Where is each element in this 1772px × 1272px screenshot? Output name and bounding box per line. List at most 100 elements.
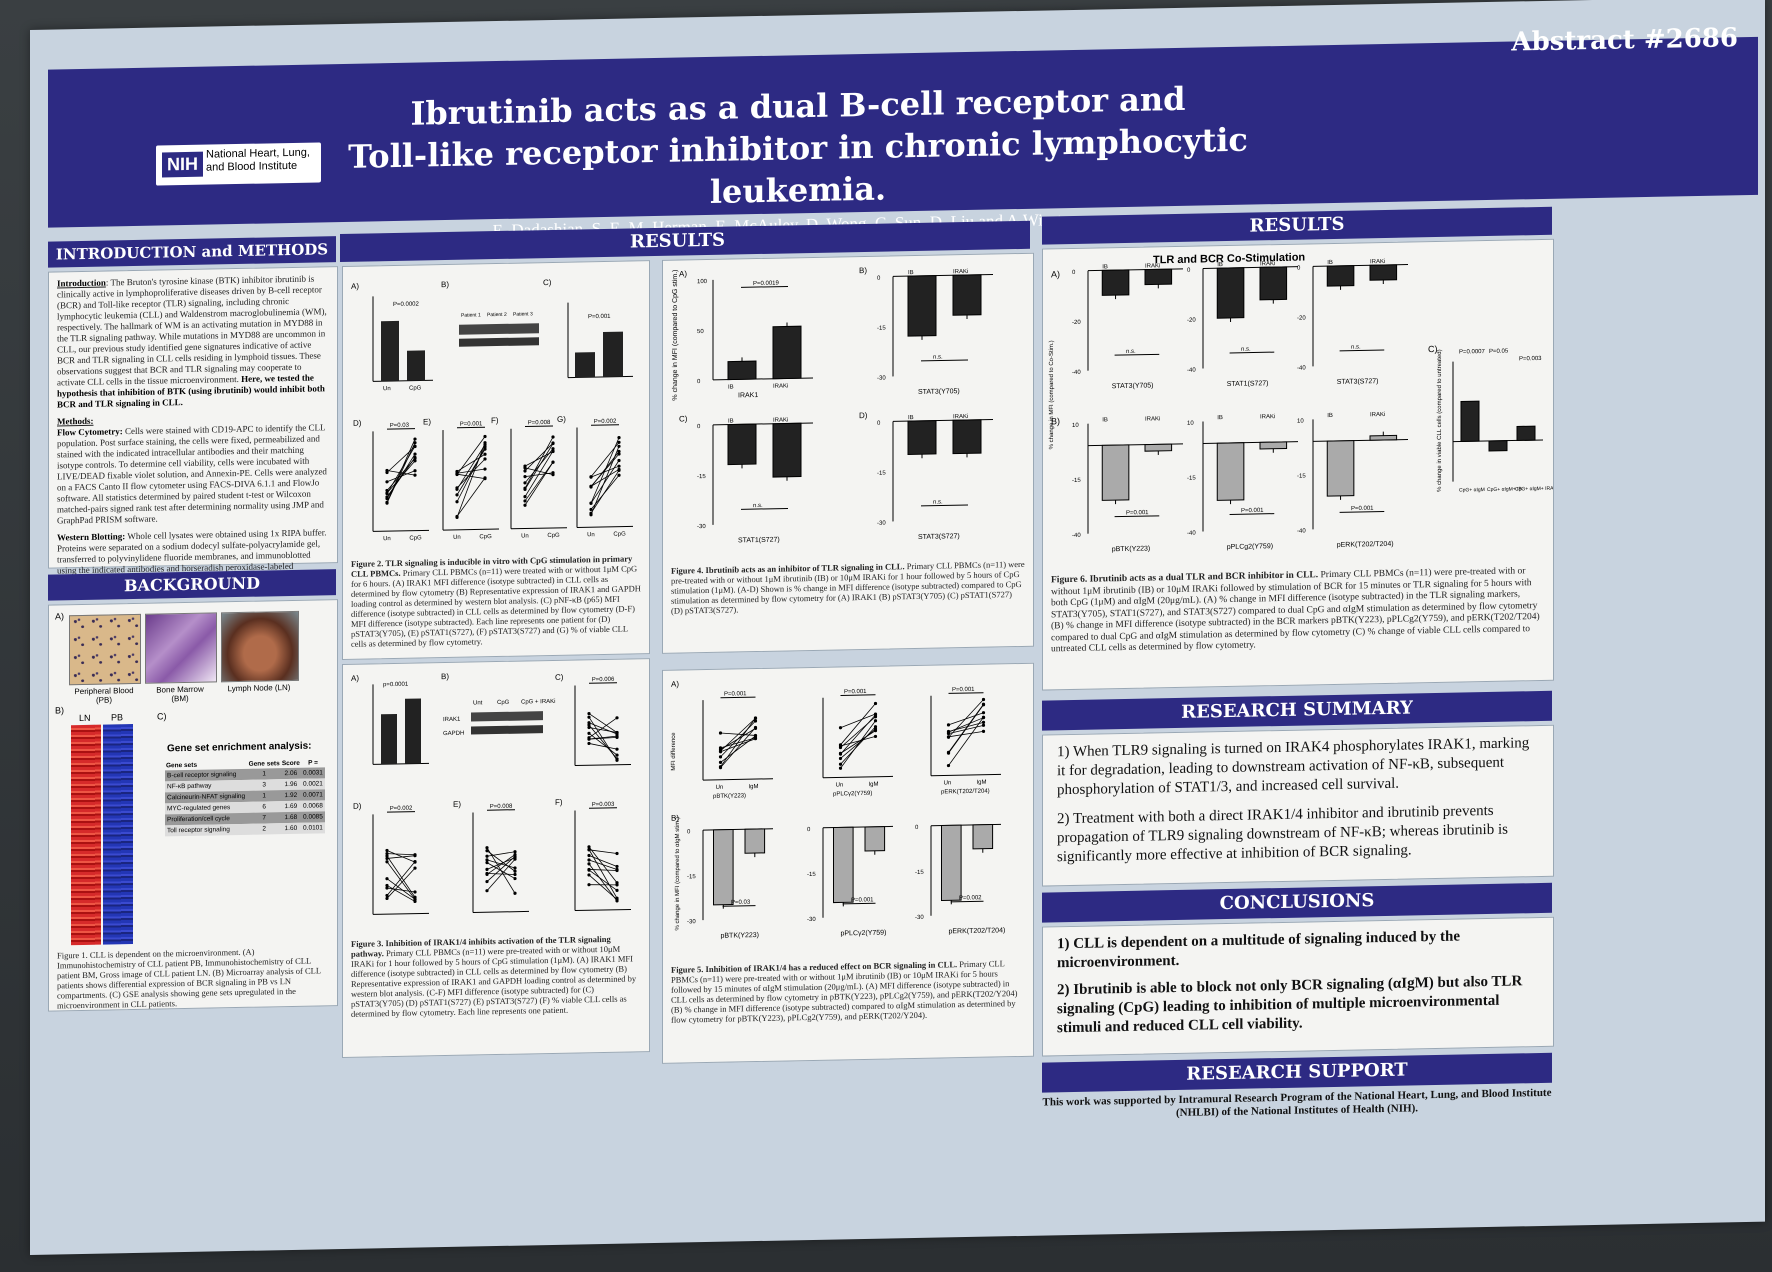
- axis-x: [575, 908, 631, 912]
- patient-line: [486, 873, 516, 875]
- patient-line: [720, 727, 756, 768]
- data-point: [946, 732, 951, 736]
- p-value: P=0.001: [460, 421, 483, 427]
- summary-panel: 1) When TLR9 signaling is turned on IRAK…: [1042, 724, 1554, 887]
- data-point: [413, 890, 417, 894]
- data-point: [523, 469, 527, 473]
- fig6-panel: TLR and BCR Co-Stimulation A) -40 -20 0 IB IRA…: [1042, 238, 1558, 691]
- bar: [1101, 444, 1130, 501]
- data-point: [615, 868, 619, 873]
- data-point: [523, 475, 527, 479]
- patient-line: [948, 724, 984, 734]
- data-point: [617, 473, 621, 477]
- patient-line: [588, 733, 618, 756]
- data-point: [483, 443, 487, 447]
- data-point: [873, 725, 878, 729]
- data-point: [551, 460, 555, 464]
- patient-line: [720, 732, 756, 736]
- p-value: P=0.0002: [393, 302, 420, 309]
- y-tick: -15: [915, 870, 924, 876]
- gsea-header: P =: [308, 759, 318, 767]
- x-tick: Un: [944, 780, 952, 786]
- gsea-cell: 1.60: [284, 824, 298, 833]
- patient-line: [524, 442, 554, 472]
- data-point: [587, 883, 591, 887]
- patient-line: [840, 720, 876, 769]
- intro-panel: Introduction: The Bruton's tyrosine kina…: [48, 266, 338, 597]
- data-point: [523, 503, 527, 507]
- patient-line: [588, 869, 618, 891]
- data-point: [413, 441, 417, 445]
- patient-line: [524, 450, 554, 497]
- gsea-cell: 0.0031: [303, 769, 323, 777]
- panel-label: B): [671, 814, 679, 823]
- y-axis-label: % change in MFI (compared to αIgM stim.): [675, 817, 681, 931]
- patient-line: [840, 716, 876, 748]
- patient-line: [590, 451, 620, 488]
- fig4-graphics: 0 50 100 A) IB IRAKi IRAK1 P=0.0019 -30 -15 0 B) IB I…: [672, 266, 993, 544]
- p-value: P=0.001: [851, 897, 874, 903]
- patient-line: [386, 438, 416, 503]
- x-tick: IRAKi: [773, 383, 788, 389]
- significance-bar: [591, 424, 619, 426]
- bar: [713, 828, 734, 906]
- p-value: p=0.0001: [383, 682, 409, 688]
- panel-label: C): [679, 414, 688, 423]
- significance-bar: [525, 425, 553, 427]
- significance-bar: [457, 426, 485, 429]
- panel-label: D): [859, 411, 868, 420]
- p-value: P=0.001: [588, 314, 611, 320]
- gsea-cell: 0.0071: [303, 791, 323, 799]
- conclusions-panel: 1) CLL is dependent on a multitude of si…: [1042, 916, 1554, 1057]
- conclusion-item-1: 1) CLL is dependent on a multitude of si…: [1057, 928, 1461, 972]
- x-tick: Un: [383, 386, 391, 392]
- patient-line: [386, 855, 416, 898]
- data-point: [753, 716, 758, 720]
- background-heading: BACKGROUND: [48, 569, 336, 601]
- panel-label: A): [1051, 269, 1060, 279]
- y-axis-label: % change in MFI (compared to CpG stim.): [672, 269, 679, 400]
- data-point: [385, 495, 389, 499]
- patient-line: [840, 703, 876, 746]
- x-tick: IRAKi: [1260, 414, 1275, 420]
- data-point: [485, 889, 489, 893]
- img-label-bm: Bone Marrow (BM): [156, 684, 204, 704]
- img-label-ln: Lymph Node (LN): [227, 682, 291, 694]
- data-point: [587, 853, 591, 858]
- data-point: [523, 481, 527, 485]
- data-point: [587, 858, 591, 862]
- data-point: [753, 726, 758, 730]
- x-tick: IB: [1102, 417, 1108, 423]
- significance-bar: [387, 428, 415, 430]
- patient-line: [386, 887, 416, 893]
- patient-line: [456, 448, 486, 496]
- results-heading-1-text: RESULTS: [630, 229, 725, 253]
- panel-label: B): [859, 266, 867, 275]
- gsea-cell: 3: [262, 781, 266, 789]
- patient-line: [386, 885, 416, 902]
- x-tick: CpG: [547, 533, 560, 539]
- significance-bar: [741, 507, 788, 510]
- institute-name: National Heart, Lung, and Blood Institut…: [206, 147, 316, 175]
- y-tick: -40: [1072, 370, 1081, 376]
- data-point: [385, 883, 389, 888]
- fig3-caption-body: Primary CLL PBMCs (n=11) were pre-treate…: [351, 943, 637, 1019]
- x-tick: IB: [1102, 264, 1108, 270]
- data-point: [873, 715, 878, 719]
- data-point: [617, 440, 621, 444]
- y-tick: 0: [1072, 270, 1076, 276]
- data-point: [615, 888, 619, 892]
- western-blot-band: [471, 711, 543, 722]
- fig6-graphics: TLR and BCR Co-Stimulation A) -40 -20 0 IB IRA…: [1049, 252, 1558, 554]
- data-point: [873, 719, 878, 723]
- y-tick: -15: [877, 326, 886, 332]
- data-point: [838, 752, 843, 756]
- bar: [405, 698, 421, 764]
- flow-body: Cells were stained with CD19-APC to iden…: [57, 422, 327, 526]
- significance-bar: [720, 696, 756, 699]
- y-tick: 0: [877, 276, 881, 282]
- data-point: [551, 449, 555, 454]
- panel-label: C): [555, 673, 564, 682]
- axis-x: [443, 528, 499, 531]
- bar: [833, 826, 854, 904]
